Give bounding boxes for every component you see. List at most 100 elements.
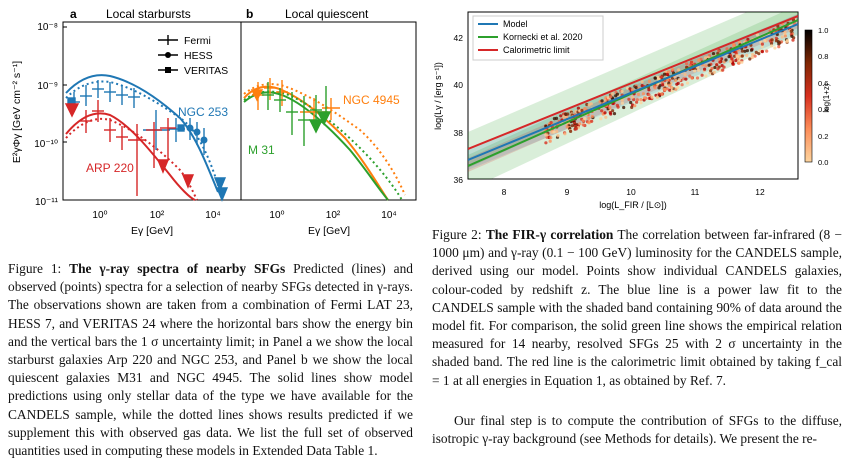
scatter-point: [565, 125, 569, 129]
m31-points: [262, 82, 332, 146]
scatter-point: [552, 130, 556, 134]
scatter-point: [608, 106, 612, 110]
scatter-point: [709, 69, 713, 73]
scatter-point: [748, 57, 752, 61]
scatter-point: [615, 103, 619, 107]
scatter-point: [770, 38, 774, 42]
scatter-point: [563, 132, 567, 136]
x-tick-b-1e4: 10⁴: [381, 210, 396, 221]
x-tick-b-1e0: 10⁰: [269, 210, 284, 221]
scatter-point: [620, 89, 624, 93]
scatter-point: [632, 98, 636, 102]
figure1-caption: Figure 1: The γ-ray spectra of nearby SF…: [8, 260, 413, 460]
scatter-point: [716, 67, 720, 71]
legend-fermi: Fermi: [184, 35, 211, 47]
scatter-point: [774, 39, 778, 43]
y-tick-1e-11: 10⁻¹¹: [35, 197, 59, 208]
scatter-point: [633, 104, 637, 108]
scatter-point: [615, 92, 619, 96]
scatter-point: [587, 121, 591, 125]
label-ngc253: NGC 253: [178, 105, 228, 119]
scatter-point: [611, 109, 615, 113]
scatter-point: [549, 120, 553, 125]
scatter-point: [740, 60, 744, 64]
scatter-point: [583, 117, 587, 121]
fig1-x-axis-label-b: Eγ [GeV]: [308, 225, 350, 237]
scatter-point: [570, 124, 574, 128]
x-tick-a-1e0: 10⁰: [92, 210, 107, 221]
scatter-point: [647, 88, 651, 92]
scatter-point: [630, 95, 635, 99]
scatter-point: [677, 68, 681, 72]
scatter-point: [683, 73, 687, 77]
fig2-x-tick-10: 10: [626, 187, 636, 197]
scatter-point: [657, 86, 661, 90]
cbar-tick-0.2: 0.2: [818, 132, 828, 141]
scatter-point: [585, 102, 589, 107]
label-ngc4945: NGC 4945: [343, 93, 400, 107]
scatter-point: [629, 100, 633, 105]
scatter-point: [612, 112, 617, 116]
scatter-point: [569, 129, 573, 133]
scatter-point: [685, 81, 690, 85]
scatter-point: [549, 136, 553, 140]
scatter-point: [650, 95, 654, 99]
scatter-point: [730, 57, 734, 61]
fig2-y-tick-36: 36: [454, 175, 464, 185]
scatter-point: [664, 83, 668, 87]
scatter-point: [745, 53, 749, 58]
legend-calorimetric: Calorimetric limit: [503, 45, 570, 55]
scatter-point: [783, 30, 787, 34]
scatter-point: [774, 36, 778, 40]
fig2-x-tick-8: 8: [502, 187, 507, 197]
scatter-point: [712, 70, 716, 74]
scatter-point: [620, 98, 624, 102]
ngc253-model-line: [65, 74, 219, 193]
scatter-point: [778, 41, 782, 45]
scatter-point: [676, 85, 680, 90]
scatter-point: [665, 72, 669, 76]
fig2-colorbar: [804, 29, 813, 163]
fig1-caption-title: The γ-ray spectra of nearby SFGs: [69, 261, 286, 276]
y-tick-1e-9: 10⁻⁹: [37, 81, 58, 92]
scatter-point: [731, 62, 735, 66]
scatter-point: [763, 39, 767, 43]
scatter-point: [737, 61, 741, 65]
scatter-point: [610, 92, 614, 96]
scatter-point: [703, 56, 708, 60]
scatter-point: [580, 108, 584, 113]
scatter-point: [751, 53, 755, 57]
scatter-point: [566, 112, 570, 116]
scatter-point: [760, 50, 764, 54]
scatter-point: [574, 127, 578, 131]
calorimetric-line: [468, 15, 798, 150]
scatter-point: [689, 60, 694, 64]
fig2-caption-title: The FIR-γ correlation: [485, 227, 614, 242]
scatter-point: [667, 83, 671, 87]
scatter-point: [718, 60, 722, 64]
scatter-point: [765, 49, 769, 53]
scatter-point: [636, 92, 641, 96]
scatter-point: [704, 74, 708, 78]
scatter-point: [545, 133, 549, 137]
scatter-point: [581, 123, 585, 127]
cbar-tick-0.8: 0.8: [818, 52, 828, 61]
fig2-x-tick-12: 12: [755, 187, 765, 197]
scatter-point: [559, 114, 563, 118]
scatter-point: [670, 67, 675, 71]
y-tick-1e-8: 10⁻⁸: [37, 22, 58, 33]
scatter-point: [722, 65, 726, 69]
label-arp220: ARP 220: [86, 161, 134, 175]
scatter-point: [677, 78, 681, 82]
scatter-point: [668, 88, 672, 92]
fig2-x-tick-9: 9: [565, 187, 570, 197]
scatter-point: [693, 69, 697, 73]
scatter-point: [609, 112, 613, 116]
figure2-caption: Figure 2: The FIR-γ correlation The corr…: [432, 226, 842, 390]
fig2-x-tick-11: 11: [691, 187, 700, 197]
scatter-point: [630, 105, 634, 109]
x-tick-b-1e2: 10²: [326, 210, 341, 221]
scatter-point: [724, 58, 728, 62]
scatter-point: [777, 45, 781, 49]
fig2-y-tick-40: 40: [454, 80, 464, 90]
